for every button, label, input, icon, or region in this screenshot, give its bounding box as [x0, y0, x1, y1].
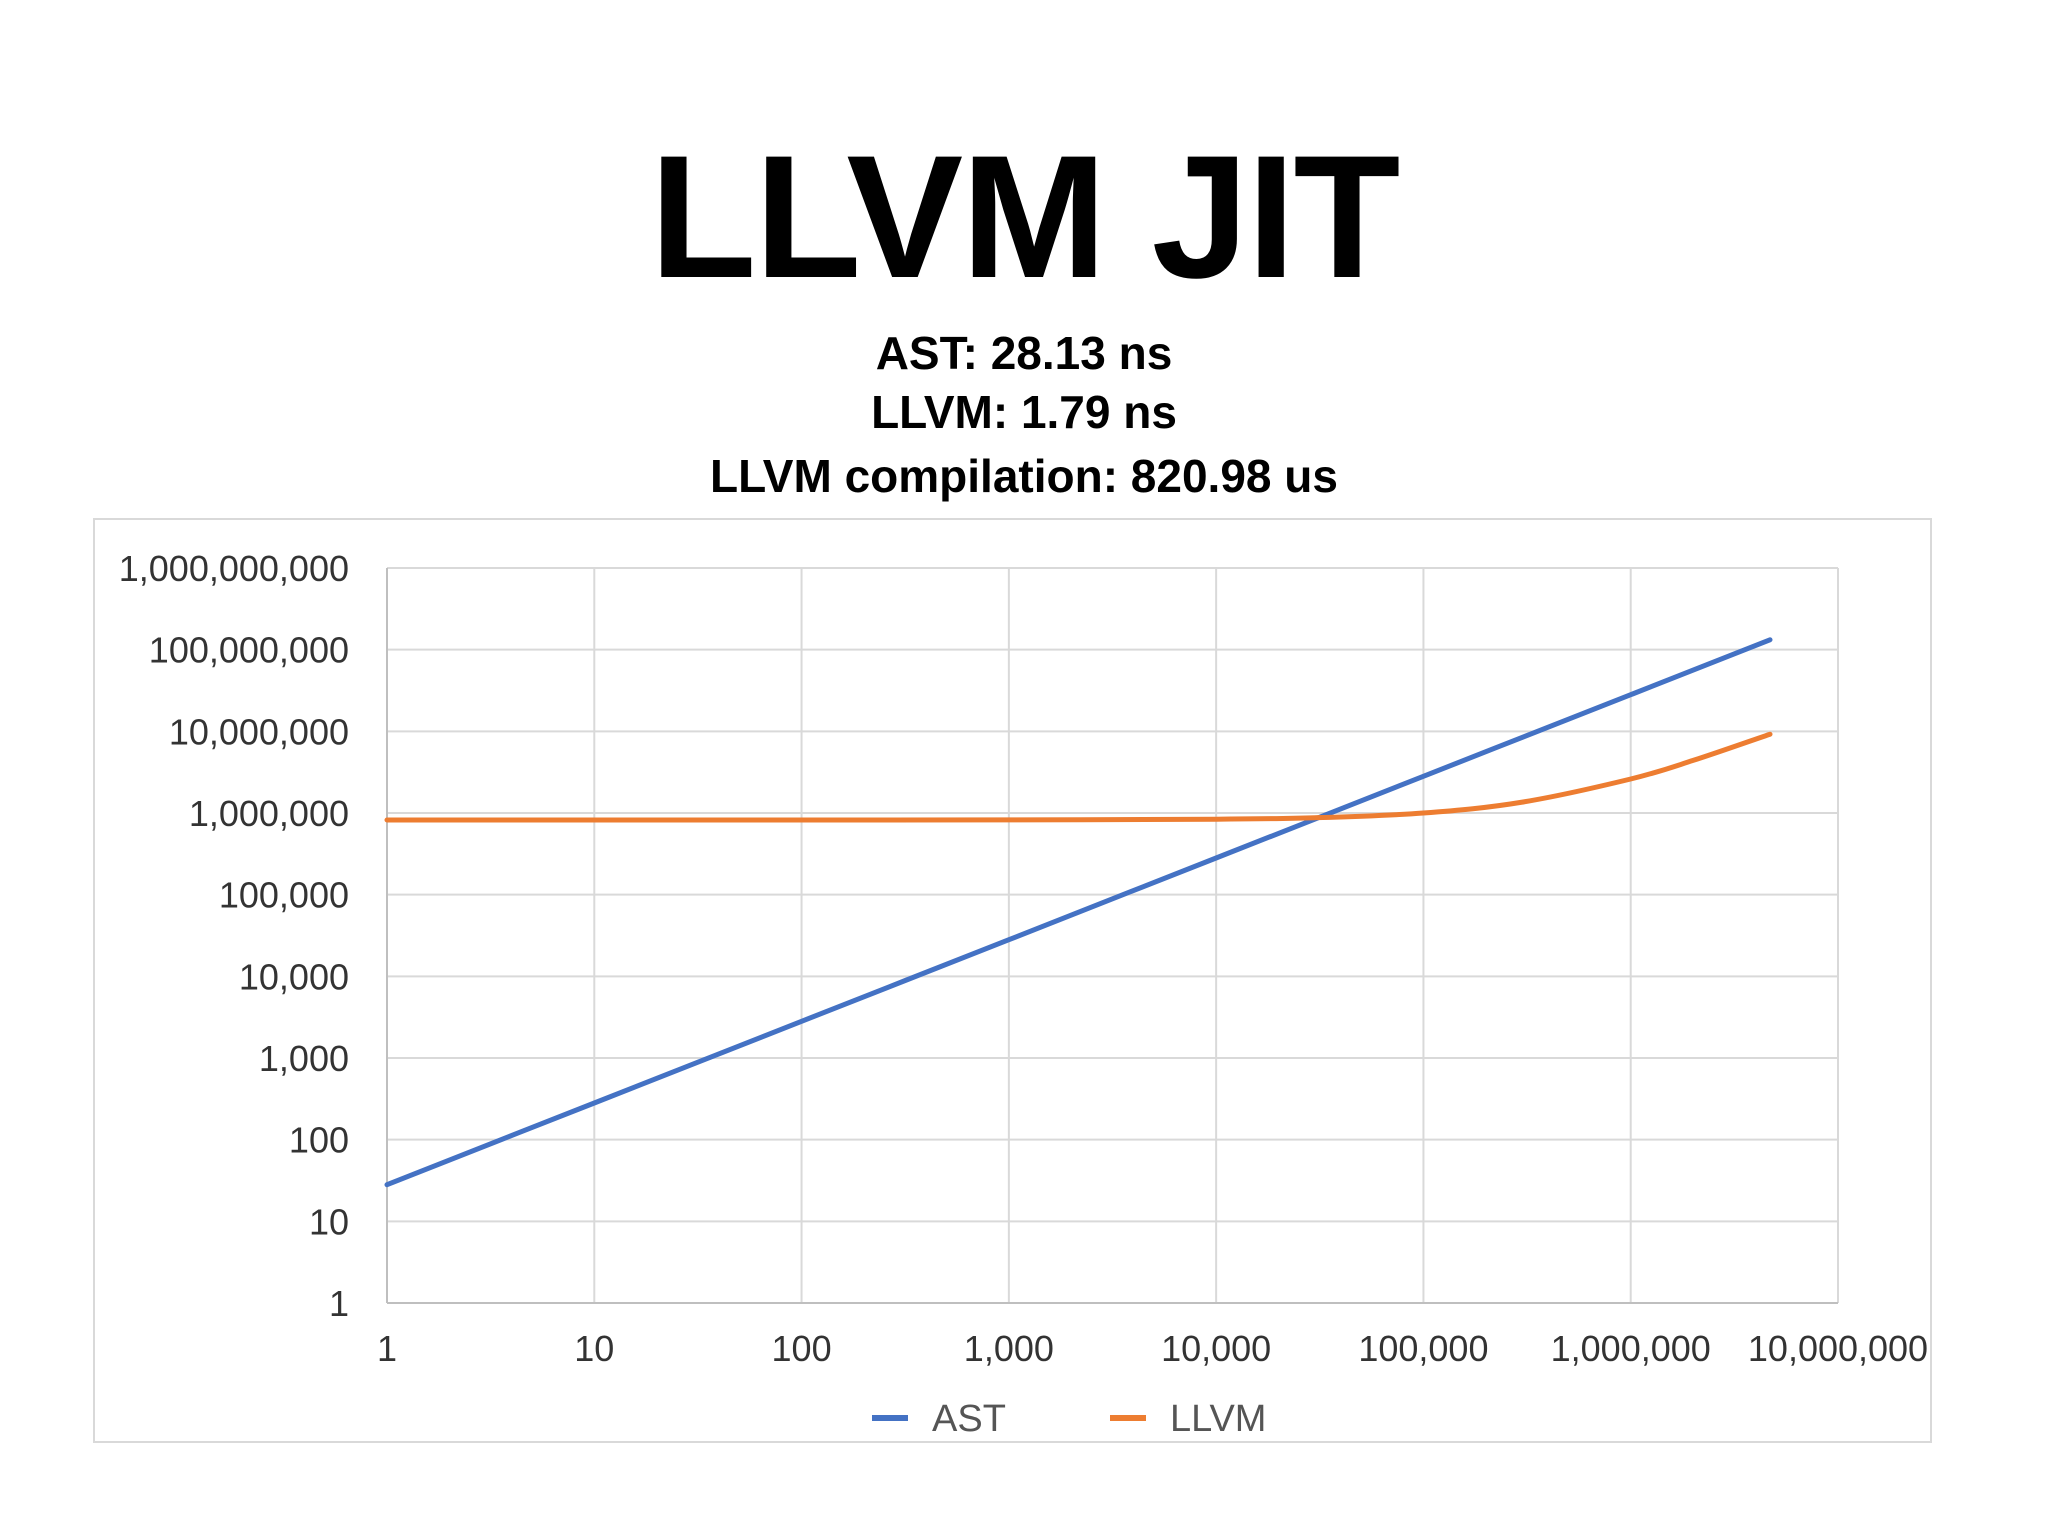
llvm-timing: LLVM: 1.79 ns	[871, 386, 1177, 438]
chart-area	[93, 518, 1932, 1443]
y-tick-label: 10	[309, 1201, 349, 1242]
series-line-llvm	[384, 731, 1773, 823]
x-tick-label: 1	[377, 1328, 397, 1369]
legend-label-ast: AST	[932, 1398, 1006, 1440]
x-tick-label: 1,000	[964, 1328, 1054, 1369]
x-tick-label: 10,000	[1161, 1328, 1271, 1369]
x-tick-label: 10	[574, 1328, 614, 1369]
y-tick-label: 10,000,000	[169, 711, 349, 752]
y-tick-label: 100,000	[219, 875, 349, 916]
ast-timing: AST: 28.13 ns	[875, 327, 1173, 379]
x-tick-label: 1,000,000	[1551, 1328, 1711, 1369]
x-tick-label: 10,000,000	[1748, 1328, 1928, 1369]
legend-label-llvm: LLVM	[1170, 1398, 1266, 1440]
llvm-compilation-timing: LLVM compilation: 820.98 us	[710, 450, 1338, 502]
y-tick-label: 1,000,000	[189, 793, 349, 834]
y-tick-label: 1,000,000,000	[119, 548, 349, 589]
y-tick-label: 1	[329, 1283, 349, 1324]
y-tick-label: 1,000	[259, 1038, 349, 1079]
y-tick-label: 100	[289, 1120, 349, 1161]
x-tick-label: 100,000	[1358, 1328, 1488, 1369]
series-line-ast	[384, 637, 1773, 1188]
y-tick-label: 10,000	[239, 956, 349, 997]
x-tick-label: 100	[772, 1328, 832, 1369]
page-title: LLVM JIT	[649, 120, 1401, 315]
y-tick-label: 100,000,000	[149, 630, 349, 671]
